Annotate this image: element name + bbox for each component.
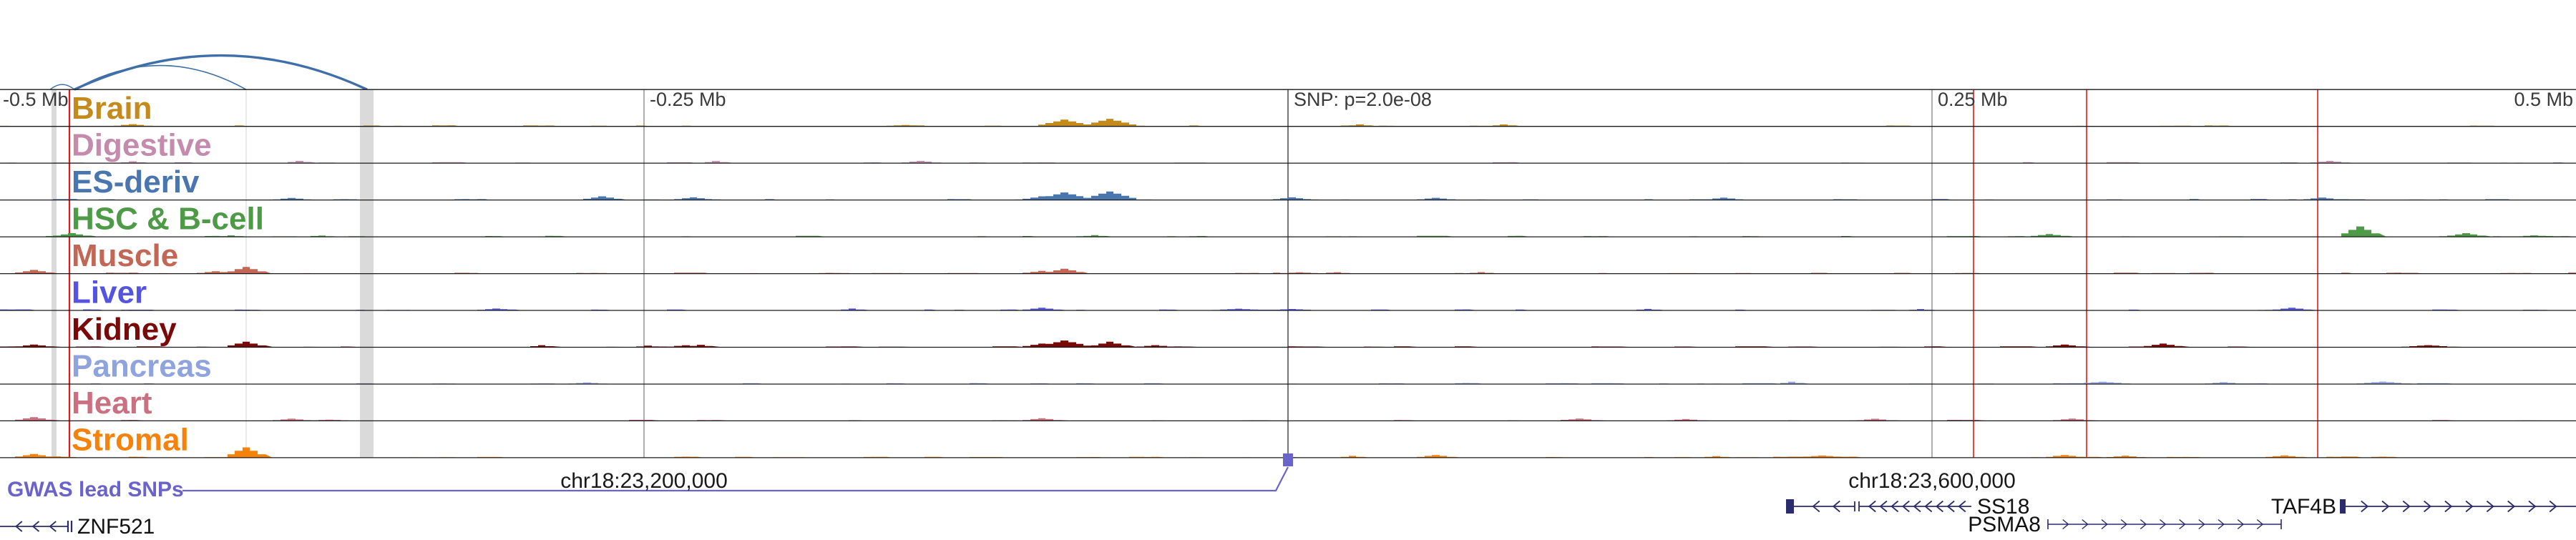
svg-text:-0.5 Mb: -0.5 Mb <box>3 89 69 110</box>
svg-text:Heart: Heart <box>72 386 152 421</box>
svg-text:ZNF521: ZNF521 <box>77 515 155 536</box>
svg-text:ES-deriv: ES-deriv <box>72 165 200 200</box>
svg-text:Muscle: Muscle <box>72 238 178 273</box>
svg-text:Kidney: Kidney <box>72 312 177 347</box>
svg-text:chr18:23,200,000: chr18:23,200,000 <box>560 469 728 493</box>
svg-text:Pancreas: Pancreas <box>72 349 212 384</box>
svg-text:GWAS lead SNPs: GWAS lead SNPs <box>7 478 184 501</box>
svg-text:0.25 Mb: 0.25 Mb <box>1938 89 2008 110</box>
svg-text:SNP: p=2.0e-08: SNP: p=2.0e-08 <box>1294 89 1432 110</box>
svg-text:-0.25 Mb: -0.25 Mb <box>650 89 726 110</box>
svg-text:TAF4B: TAF4B <box>2271 495 2336 519</box>
svg-text:HSC & B-cell: HSC & B-cell <box>72 202 264 237</box>
svg-text:Digestive: Digestive <box>72 128 212 163</box>
svg-text:Brain: Brain <box>72 91 152 126</box>
svg-text:0.5 Mb: 0.5 Mb <box>2514 89 2573 110</box>
svg-text:chr18:23,600,000: chr18:23,600,000 <box>1848 469 2016 493</box>
svg-text:Stromal: Stromal <box>72 422 189 457</box>
svg-text:PSMA8: PSMA8 <box>1968 513 2041 536</box>
svg-text:Liver: Liver <box>72 275 147 310</box>
